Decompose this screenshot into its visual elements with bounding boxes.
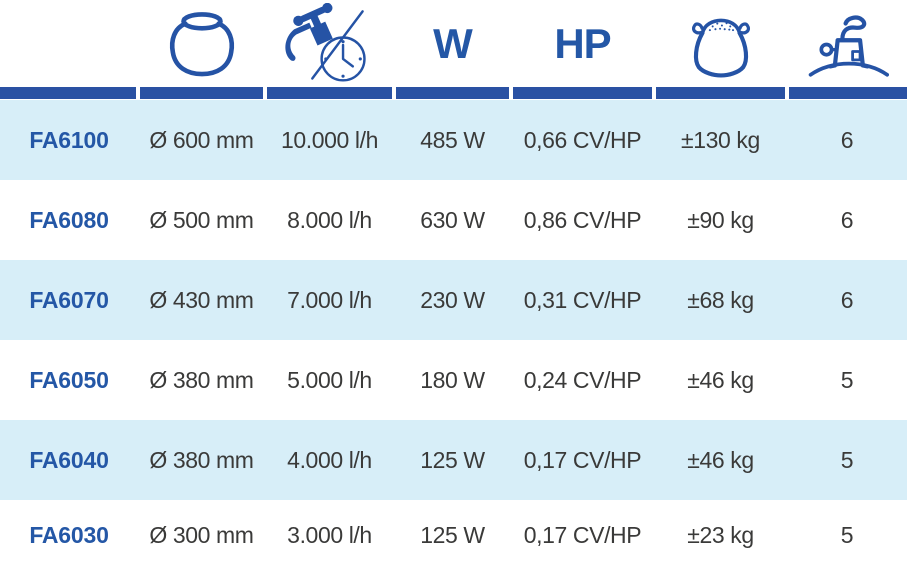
sand-weight-value: ±46 kg bbox=[687, 446, 754, 473]
table-row: FA6100 Ø 600 mm 10.000 l/h 485 W 0,66 CV… bbox=[0, 100, 907, 180]
sand-weight-value: ±130 kg bbox=[681, 126, 760, 153]
table-row: FA6070 Ø 430 mm 7.000 l/h 230 W 0,31 CV/… bbox=[0, 260, 907, 340]
hp-value: 0,31 CV/HP bbox=[523, 286, 642, 313]
hp-value: 0,86 CV/HP bbox=[523, 206, 642, 233]
flow-rate-value: 7.000 l/h bbox=[287, 286, 372, 313]
diameter-value: Ø 380 mm bbox=[149, 446, 254, 473]
diameter-value: Ø 380 mm bbox=[149, 366, 254, 393]
valve-ways-value: 5 bbox=[840, 522, 854, 548]
hp-value: 0,24 CV/HP bbox=[523, 366, 642, 393]
watts-value: 230 W bbox=[420, 286, 485, 313]
valve-ways-value: 6 bbox=[840, 126, 854, 153]
diameter-value: Ø 300 mm bbox=[149, 522, 254, 548]
flow-rate-value: 3.000 l/h bbox=[287, 522, 372, 548]
watts-value: 630 W bbox=[420, 206, 485, 233]
header-model-cell bbox=[0, 0, 138, 87]
valve-ways-value: 6 bbox=[840, 206, 854, 233]
model-code: FA6030 bbox=[29, 522, 109, 548]
model-code: FA6100 bbox=[29, 126, 109, 153]
diameter-value: Ø 430 mm bbox=[149, 286, 254, 313]
diameter-value: Ø 500 mm bbox=[149, 206, 254, 233]
valve-ways-value: 5 bbox=[840, 366, 854, 393]
table-row: FA6030 Ø 300 mm 3.000 l/h 125 W 0,17 CV/… bbox=[0, 500, 907, 571]
header-hp-cell: HP bbox=[511, 0, 654, 87]
diameter-value: Ø 600 mm bbox=[149, 126, 254, 153]
sand-weight-value: ±23 kg bbox=[687, 522, 754, 548]
sand-bag-icon bbox=[654, 0, 787, 87]
separator-segment bbox=[267, 87, 392, 99]
header-watts-cell: W bbox=[394, 0, 511, 87]
watts-header-label: W bbox=[433, 19, 473, 67]
separator-segment bbox=[396, 87, 509, 99]
watts-value: 180 W bbox=[420, 366, 485, 393]
header-separator-bar bbox=[0, 87, 907, 100]
model-code: FA6080 bbox=[29, 206, 109, 233]
table-row: FA6040 Ø 380 mm 4.000 l/h 125 W 0,17 CV/… bbox=[0, 420, 907, 500]
hp-value: 0,66 CV/HP bbox=[523, 126, 642, 153]
model-code: FA6050 bbox=[29, 366, 109, 393]
separator-segment bbox=[0, 87, 136, 99]
hp-value: 0,17 CV/HP bbox=[523, 446, 642, 473]
flow-rate-value: 5.000 l/h bbox=[287, 366, 372, 393]
hp-header-label: HP bbox=[554, 19, 611, 67]
flow-rate-value: 10.000 l/h bbox=[280, 126, 379, 153]
filter-tank-icon bbox=[138, 0, 265, 87]
faucet-clock-icon bbox=[265, 0, 394, 87]
watts-value: 125 W bbox=[420, 522, 485, 548]
multiport-valve-icon bbox=[787, 0, 907, 87]
model-code: FA6070 bbox=[29, 286, 109, 313]
table-header-row: W HP bbox=[0, 0, 907, 87]
watts-value: 485 W bbox=[420, 126, 485, 153]
separator-segment bbox=[656, 87, 785, 99]
flow-rate-value: 8.000 l/h bbox=[287, 206, 372, 233]
sand-weight-value: ±46 kg bbox=[687, 366, 754, 393]
separator-segment bbox=[513, 87, 652, 99]
separator-segment bbox=[789, 87, 907, 99]
hp-value: 0,17 CV/HP bbox=[523, 522, 642, 548]
sand-weight-value: ±68 kg bbox=[687, 286, 754, 313]
sand-weight-value: ±90 kg bbox=[687, 206, 754, 233]
valve-ways-value: 5 bbox=[840, 446, 854, 473]
separator-segment bbox=[140, 87, 263, 99]
table-row: FA6050 Ø 380 mm 5.000 l/h 180 W 0,24 CV/… bbox=[0, 340, 907, 420]
valve-ways-value: 6 bbox=[840, 286, 854, 313]
flow-rate-value: 4.000 l/h bbox=[287, 446, 372, 473]
table-row: FA6080 Ø 500 mm 8.000 l/h 630 W 0,86 CV/… bbox=[0, 180, 907, 260]
model-code: FA6040 bbox=[29, 446, 109, 473]
watts-value: 125 W bbox=[420, 446, 485, 473]
